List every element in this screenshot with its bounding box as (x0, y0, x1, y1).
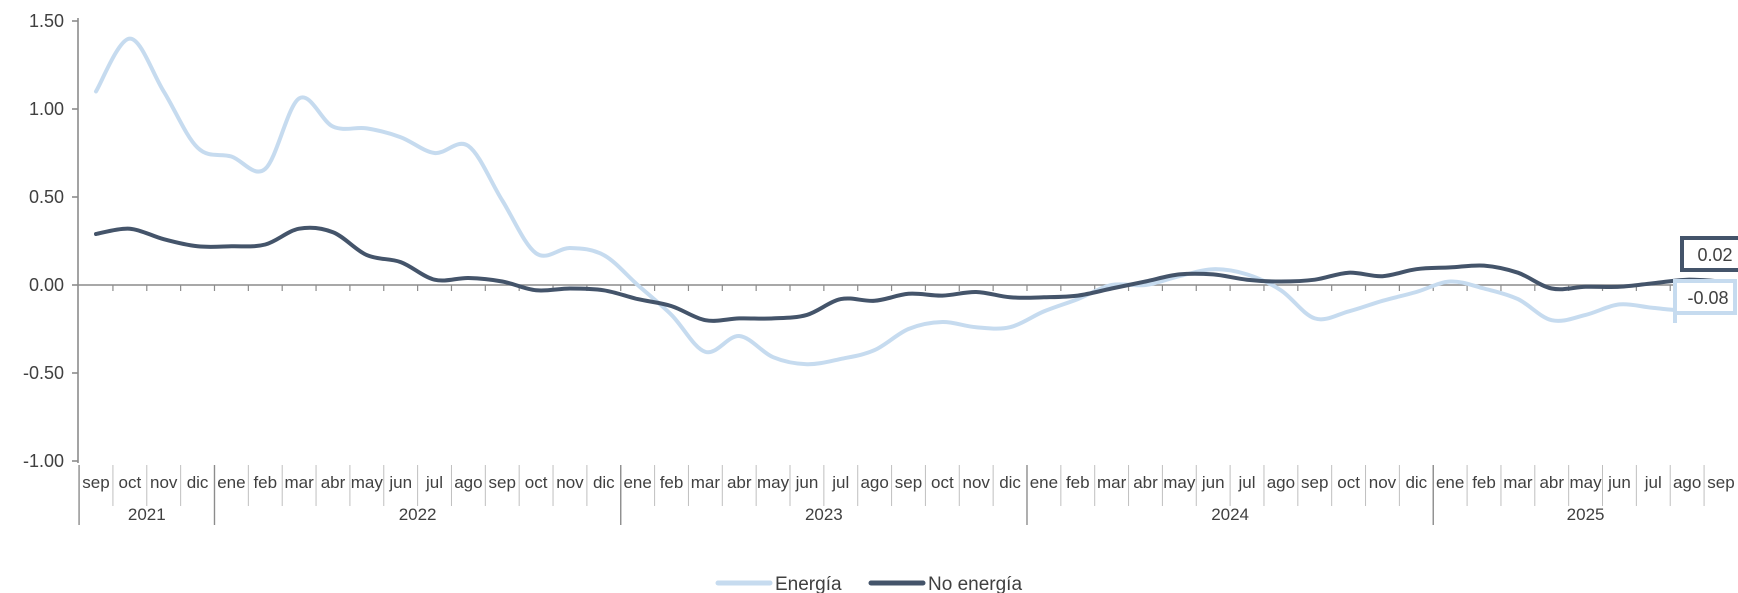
x-year-label: 2024 (1211, 505, 1249, 524)
series-layer (94, 36, 1723, 367)
x-month-label: sep (1707, 473, 1734, 492)
end-value-callout: -0.08 (1673, 279, 1737, 323)
x-month-label: jun (1201, 473, 1225, 492)
x-month-label: feb (660, 473, 684, 492)
x-month-label: dic (187, 473, 209, 492)
x-month-label: ene (623, 473, 651, 492)
x-year-label: 2025 (1567, 505, 1605, 524)
y-tick-label: -0.50 (23, 363, 64, 383)
x-month-label: may (1570, 473, 1603, 492)
x-year-label: 2022 (399, 505, 437, 524)
x-month-label: abr (1133, 473, 1158, 492)
x-month-label: ago (860, 473, 888, 492)
x-month-label: nov (556, 473, 584, 492)
x-month-label: abr (1539, 473, 1564, 492)
x-month-label: ago (454, 473, 482, 492)
x-month-label: oct (119, 473, 142, 492)
x-month-label: oct (931, 473, 954, 492)
callout-label: 0.02 (1697, 245, 1732, 265)
x-month-label: dic (593, 473, 615, 492)
legend-label-no-energ-a: No energía (928, 574, 1022, 593)
x-month-label: feb (253, 473, 277, 492)
x-month-label: jul (1644, 473, 1662, 492)
x-month-label: sep (82, 473, 109, 492)
y-tick-label: 0.50 (29, 187, 64, 207)
x-month-label: nov (150, 473, 178, 492)
y-tick-label: 0.00 (29, 275, 64, 295)
y-tick-label: 1.50 (29, 11, 64, 31)
x-month-label: jul (831, 473, 849, 492)
x-month-label: abr (727, 473, 752, 492)
x-month-label: oct (1337, 473, 1360, 492)
x-month-label: mar (1503, 473, 1533, 492)
y-axis: 1.50 1.00 0.50 0.00 -0.50 -1.00 (23, 11, 79, 471)
x-year-label: 2021 (128, 505, 166, 524)
x-month-label: sep (1301, 473, 1328, 492)
x-month-label: mar (284, 473, 314, 492)
x-month-label: jun (1607, 473, 1631, 492)
x-month-label: dic (999, 473, 1021, 492)
x-month-label: ene (217, 473, 245, 492)
x-month-label: mar (1097, 473, 1127, 492)
x-month-label: jun (795, 473, 819, 492)
x-month-label: sep (895, 473, 922, 492)
callouts: 0.02 -0.08 (1673, 236, 1738, 323)
x-month-label: abr (321, 473, 346, 492)
x-month-label: jul (425, 473, 443, 492)
x-month-label: nov (962, 473, 990, 492)
end-value-callout: 0.02 (1680, 236, 1738, 272)
x-month-label: ago (1673, 473, 1701, 492)
callout-box (1680, 236, 1738, 272)
x-month-label: ago (1267, 473, 1295, 492)
x-month-label: nov (1369, 473, 1397, 492)
y-tick-label: -1.00 (23, 451, 64, 471)
x-year-label: 2023 (805, 505, 843, 524)
x-month-label: may (351, 473, 384, 492)
x-month-label: oct (525, 473, 548, 492)
x-month-label: may (757, 473, 790, 492)
callout-box (1673, 279, 1737, 315)
x-month-label: may (1163, 473, 1196, 492)
x-axis: sep oct nov dic ene feb mar abr may jun jul ago sep o… (78, 284, 1735, 525)
x-month-label: feb (1472, 473, 1496, 492)
x-month-label: jul (1238, 473, 1256, 492)
callout-label: -0.08 (1687, 288, 1728, 308)
x-month-label: jun (388, 473, 412, 492)
series-line-no-energ-a (94, 225, 1723, 323)
x-month-label: ene (1436, 473, 1464, 492)
x-month-label: dic (1405, 473, 1427, 492)
series-line-energ-a (94, 36, 1723, 367)
legend: Energía No energía (715, 574, 1022, 593)
x-month-label: sep (489, 473, 516, 492)
x-month-label: mar (691, 473, 721, 492)
y-tick-label: 1.00 (29, 99, 64, 119)
x-month-label: ene (1030, 473, 1058, 492)
legend-label-energ-a: Energía (775, 574, 842, 593)
x-month-label: feb (1066, 473, 1090, 492)
